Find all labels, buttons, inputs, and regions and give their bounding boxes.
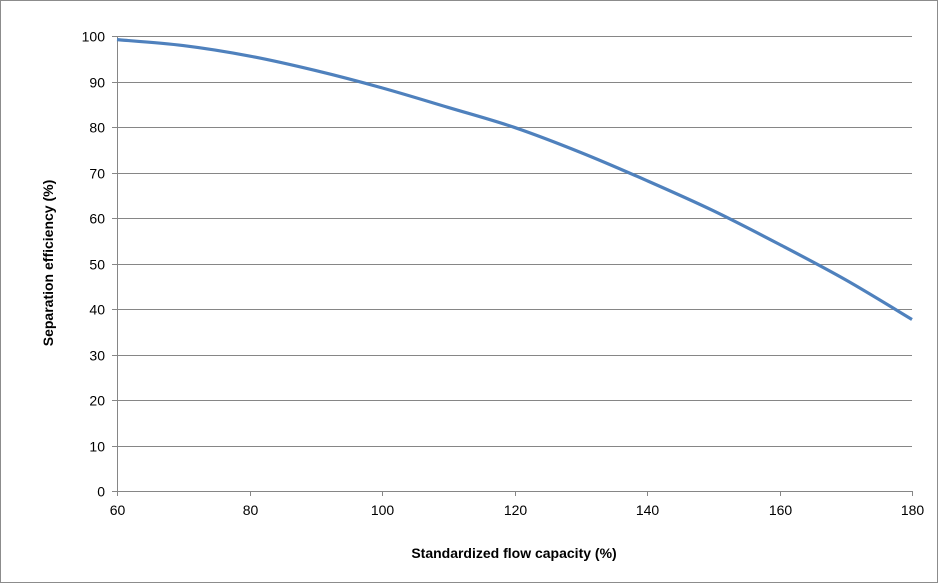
y-tick-label: 50 (89, 257, 105, 273)
y-tick-label: 30 (89, 348, 105, 364)
x-tick-label: 180 (901, 502, 925, 518)
x-tick-label: 160 (769, 502, 793, 518)
x-tick-label: 80 (243, 502, 259, 518)
axes (112, 36, 913, 496)
y-tick-label: 40 (89, 302, 105, 318)
x-axis-title: Standardized flow capacity (%) (411, 545, 616, 561)
y-tick-label: 10 (89, 439, 105, 455)
y-tick-label: 80 (89, 120, 105, 136)
y-tick-label: 90 (89, 75, 105, 91)
x-tick-label: 60 (110, 502, 126, 518)
y-tick-label: 100 (82, 29, 106, 45)
y-axis-title: Separation efficiency (%) (40, 180, 56, 347)
y-tick-label: 20 (89, 393, 105, 409)
y-tick-labels: 0 10 20 30 40 50 60 70 80 90 100 (82, 29, 106, 500)
x-tick-labels: 60 80 100 120 140 160 180 (110, 502, 925, 518)
y-tick-label: 70 (89, 166, 105, 182)
y-tick-label: 60 (89, 211, 105, 227)
x-tick-label: 120 (504, 502, 528, 518)
y-tick-label: 0 (97, 484, 105, 500)
x-tick-label: 100 (371, 502, 395, 518)
gridlines (117, 36, 912, 447)
series-line-0 (116, 38, 913, 321)
series (116, 38, 913, 321)
x-tick-label: 140 (636, 502, 660, 518)
